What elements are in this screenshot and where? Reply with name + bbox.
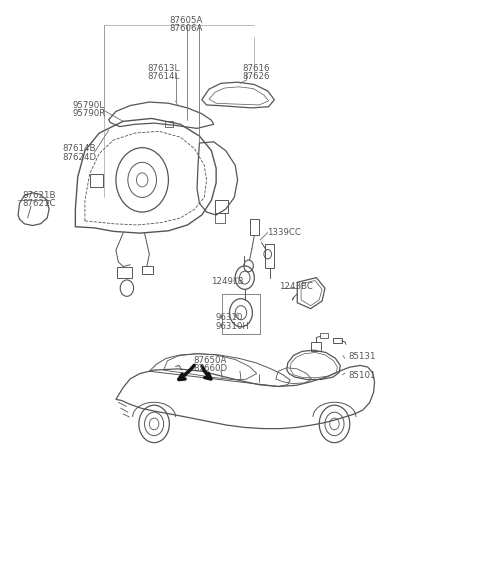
Bar [320,333,328,339]
Text: 96310: 96310 [215,313,242,322]
Text: 95790R: 95790R [72,109,105,118]
Bar [165,121,173,127]
Text: 85131: 85131 [349,352,376,361]
Text: 87621C: 87621C [23,199,56,208]
Bar [265,244,275,268]
Text: 87606A: 87606A [170,24,203,34]
Text: 1249LB: 1249LB [211,277,244,286]
Text: 87605A: 87605A [170,16,203,25]
Text: 95790L: 95790L [72,101,104,110]
Text: 87624D: 87624D [62,152,96,162]
Text: 87626: 87626 [242,72,270,81]
Text: 87650A: 87650A [193,356,227,365]
Text: 1339CC: 1339CC [267,228,301,237]
Text: 87616: 87616 [242,64,270,73]
Bar [333,339,342,343]
Bar [250,219,259,235]
Bar [215,213,225,223]
Bar [117,267,132,278]
Text: 87621B: 87621B [23,191,56,200]
Bar [215,201,228,213]
Text: 1243BC: 1243BC [279,282,313,291]
Bar [222,294,260,334]
Text: 87613L: 87613L [147,64,179,73]
Text: 87614B: 87614B [62,145,96,153]
Text: 87660D: 87660D [193,364,228,373]
Text: 87614L: 87614L [147,72,179,81]
Bar [142,266,153,273]
Bar [311,342,321,352]
Bar [90,174,103,187]
Text: 85101: 85101 [349,371,376,380]
Text: 96310H: 96310H [215,322,249,330]
